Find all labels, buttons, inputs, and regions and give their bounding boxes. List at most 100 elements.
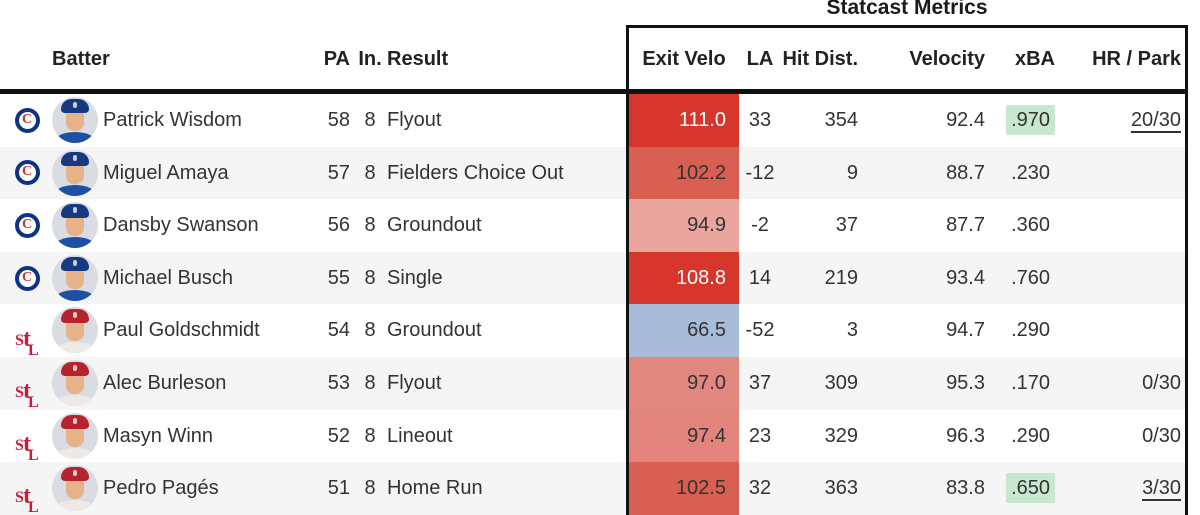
col-header-la: LA [746,48,774,70]
exit-velo-value: 97.0 [629,356,739,410]
exit-velo-value: 94.9 [629,199,739,252]
table-body: C Patrick Wisdom 58 8 Flyout 111.0 33 35… [0,94,1188,515]
player-avatar [52,254,98,301]
pa-value: 55 [327,266,350,289]
avatar-face [66,475,84,500]
avatar-jersey [54,500,96,512]
pitch-velocity-value: 88.7 [946,161,985,184]
batter-name[interactable]: Masyn Winn [103,424,214,447]
pitch-velocity-value: 83.8 [946,477,985,500]
player-avatar [52,307,98,354]
pa-value: 58 [327,109,350,131]
avatar-face [66,317,84,342]
hr-park-value[interactable]: 20/30 [1130,109,1181,131]
launch-angle-value: -12 [745,161,775,184]
player-avatar [52,97,98,143]
pitch-velocity-value: 94.7 [946,319,985,342]
result-value: Single [387,266,443,289]
batter-name[interactable]: Michael Busch [103,266,234,289]
batter-name[interactable]: Pedro Pagés [103,477,219,500]
xba-value: .650 [1006,473,1055,504]
avatar-face [66,369,84,394]
batter-name[interactable]: Dansby Swanson [103,214,259,237]
cubs-logo-icon: C [14,160,40,186]
pitch-velocity-value: 87.7 [946,214,985,237]
cubs-logo-icon: C [14,107,40,133]
launch-angle-value: 23 [748,424,772,447]
avatar-cap [61,361,89,376]
col-header-pa: PA [323,48,350,70]
col-header-velocity: Velocity [909,48,985,70]
cubs-logo-icon: C [14,265,40,291]
pitch-velocity-value: 96.3 [946,424,985,447]
exit-velo-value: 97.4 [629,409,739,463]
team-logo: C [10,252,44,305]
batter-name[interactable]: Miguel Amaya [103,161,229,184]
xba-value: .970 [1006,105,1055,135]
launch-angle-value: 37 [748,371,772,394]
inning-value: 8 [364,319,376,342]
avatar-face [66,107,84,131]
inning-value: 8 [364,477,376,500]
table-row: C Dansby Swanson 56 8 Groundout 94.9 -2 … [0,199,1188,252]
pitch-velocity-value: 93.4 [946,266,985,289]
hit-distance-value: 329 [824,424,858,447]
hr-park-value[interactable]: 3/30 [1142,477,1181,500]
col-header-hit-dist: Hit Dist. [782,48,858,70]
avatar-face [66,212,84,237]
col-header-result: Result [387,48,449,70]
cubs-logo-icon: C [14,212,40,238]
avatar-cap [61,467,89,482]
avatar-jersey [54,132,96,143]
avatar-jersey [54,394,96,406]
hit-distance-value: 219 [824,266,858,289]
exit-velo-value: 108.8 [629,251,739,305]
player-avatar [52,202,98,249]
col-header-inning: In. [358,48,382,70]
pa-value: 51 [327,477,350,500]
hit-distance-value: 354 [824,109,858,131]
batter-name[interactable]: Alec Burleson [103,371,227,394]
exit-velo-value: 102.5 [629,462,739,515]
pa-value: 57 [327,161,350,184]
xba-value: .230 [1011,161,1050,184]
hit-distance-value: 363 [824,477,858,500]
launch-angle-value: 14 [748,266,772,289]
batter-name[interactable]: Patrick Wisdom [103,109,242,131]
inning-value: 8 [364,371,376,394]
xba-value: .760 [1011,266,1050,289]
hit-distance-value: 37 [835,214,858,237]
team-logo: C [10,199,44,252]
table-row: C Patrick Wisdom 58 8 Flyout 111.0 33 35… [0,94,1188,147]
batter-name[interactable]: Paul Goldschmidt [103,319,260,342]
launch-angle-value: -52 [745,319,775,342]
pa-value: 53 [327,371,350,394]
col-header-batter: Batter [52,48,110,70]
result-value: Flyout [387,371,442,394]
result-value: Fielders Choice Out [387,161,564,184]
avatar-face [66,422,84,447]
inning-value: 8 [364,214,376,237]
inning-value: 8 [364,266,376,289]
avatar-jersey [54,289,96,301]
pitch-velocity-value: 92.4 [946,109,985,131]
player-avatar [52,359,98,406]
col-header-xba: xBA [1014,48,1055,70]
avatar-cap [61,256,89,271]
hit-distance-value: 9 [846,161,858,184]
hit-distance-value: 309 [824,371,858,394]
launch-angle-value: 32 [748,477,772,500]
result-value: Flyout [387,109,442,131]
avatar-cap [61,151,89,166]
xba-value: .170 [1011,371,1050,394]
team-logo: C [10,94,44,147]
inning-value: 8 [364,424,376,447]
